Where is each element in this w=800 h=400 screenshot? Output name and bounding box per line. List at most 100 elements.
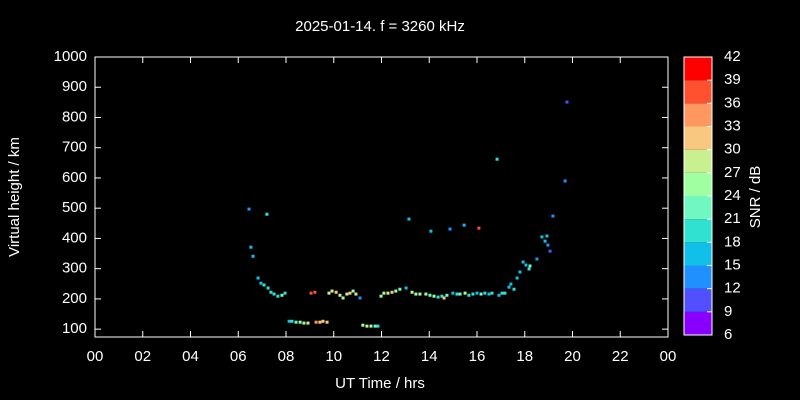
point: [358, 296, 362, 300]
colorbar-tick-label: 33: [724, 117, 741, 134]
point: [448, 227, 452, 231]
point: [563, 179, 567, 183]
point: [361, 323, 365, 327]
point: [535, 257, 539, 261]
y-tick-label: 200: [62, 290, 87, 307]
y-tick-label: 400: [62, 229, 87, 246]
point: [487, 292, 491, 296]
point: [247, 207, 251, 211]
x-tick-label: 06: [230, 348, 247, 365]
x-tick-label: 12: [373, 348, 390, 365]
point: [463, 291, 467, 295]
point: [327, 291, 331, 295]
point: [318, 320, 322, 324]
point: [451, 291, 455, 295]
point: [521, 260, 525, 264]
point: [369, 324, 373, 328]
colorbar-tick-label: 24: [724, 187, 741, 204]
x-axis-label: UT Time / hrs: [335, 375, 425, 392]
y-axis-label: Virtual height / km: [6, 137, 23, 257]
point: [345, 292, 349, 296]
point: [266, 286, 270, 290]
point: [428, 293, 432, 297]
colorbar-segment: [684, 311, 712, 335]
point: [338, 293, 342, 297]
colorbar-label: SNR / dB: [747, 166, 764, 229]
point: [334, 290, 338, 294]
point: [306, 321, 310, 325]
chart-title: 2025-01-14. f = 3260 kHz: [295, 18, 465, 35]
colorbar-tick-label: 21: [724, 210, 741, 227]
point: [262, 283, 266, 287]
point: [341, 296, 345, 300]
point: [394, 289, 398, 293]
point: [497, 293, 501, 297]
point: [515, 276, 519, 280]
point: [483, 291, 487, 295]
point: [404, 286, 408, 290]
point: [348, 291, 352, 295]
point: [390, 290, 394, 294]
point: [330, 289, 334, 293]
point: [528, 264, 532, 268]
point: [445, 293, 449, 297]
colorbar-tick-label: 27: [724, 164, 741, 181]
point: [313, 290, 317, 294]
point: [467, 293, 471, 297]
colorbar-tick-label: 36: [724, 94, 741, 111]
point: [314, 320, 318, 324]
point: [256, 276, 260, 280]
colorbar-segment: [684, 288, 712, 312]
point: [524, 263, 528, 267]
point: [354, 292, 358, 296]
point: [512, 287, 516, 291]
colorbar-tick-label: 30: [724, 141, 741, 158]
colorbar-segment: [684, 57, 712, 81]
point: [290, 319, 294, 323]
colorbar-segment: [684, 265, 712, 289]
point: [458, 292, 462, 296]
colorbar-segment: [684, 219, 712, 243]
point: [280, 293, 284, 297]
x-tick-label: 02: [134, 348, 151, 365]
point: [518, 270, 522, 274]
colorbar-segment: [684, 126, 712, 150]
y-tick-label: 500: [62, 199, 87, 216]
point: [490, 291, 494, 295]
point: [540, 235, 544, 239]
point: [283, 291, 287, 295]
point: [507, 285, 511, 289]
point: [321, 319, 325, 323]
point: [436, 295, 440, 299]
y-tick-label: 300: [62, 260, 87, 277]
x-tick-label: 04: [182, 348, 199, 365]
point: [386, 291, 390, 295]
point: [249, 245, 253, 249]
colorbar-segment: [684, 149, 712, 173]
point: [351, 289, 355, 293]
point: [265, 212, 269, 216]
y-tick-label: 900: [62, 78, 87, 95]
x-tick-label: 22: [612, 348, 629, 365]
point: [294, 320, 298, 324]
colorbar-segment: [684, 80, 712, 104]
point: [475, 291, 479, 295]
y-tick-label: 100: [62, 320, 87, 337]
x-tick-label: 00: [87, 348, 104, 365]
colorbar-tick-label: 6: [724, 326, 732, 343]
point: [379, 294, 383, 298]
x-tick-label: 18: [516, 348, 533, 365]
x-tick-label: 16: [469, 348, 486, 365]
y-tick-label: 700: [62, 139, 87, 156]
point: [495, 157, 499, 161]
colorbar-tick-label: 9: [724, 303, 732, 320]
x-tick-label: 00: [660, 348, 677, 365]
x-tick-label: 20: [564, 348, 581, 365]
point: [500, 291, 504, 295]
point: [269, 290, 273, 294]
point: [251, 254, 255, 258]
point: [276, 294, 280, 298]
point: [365, 324, 369, 328]
